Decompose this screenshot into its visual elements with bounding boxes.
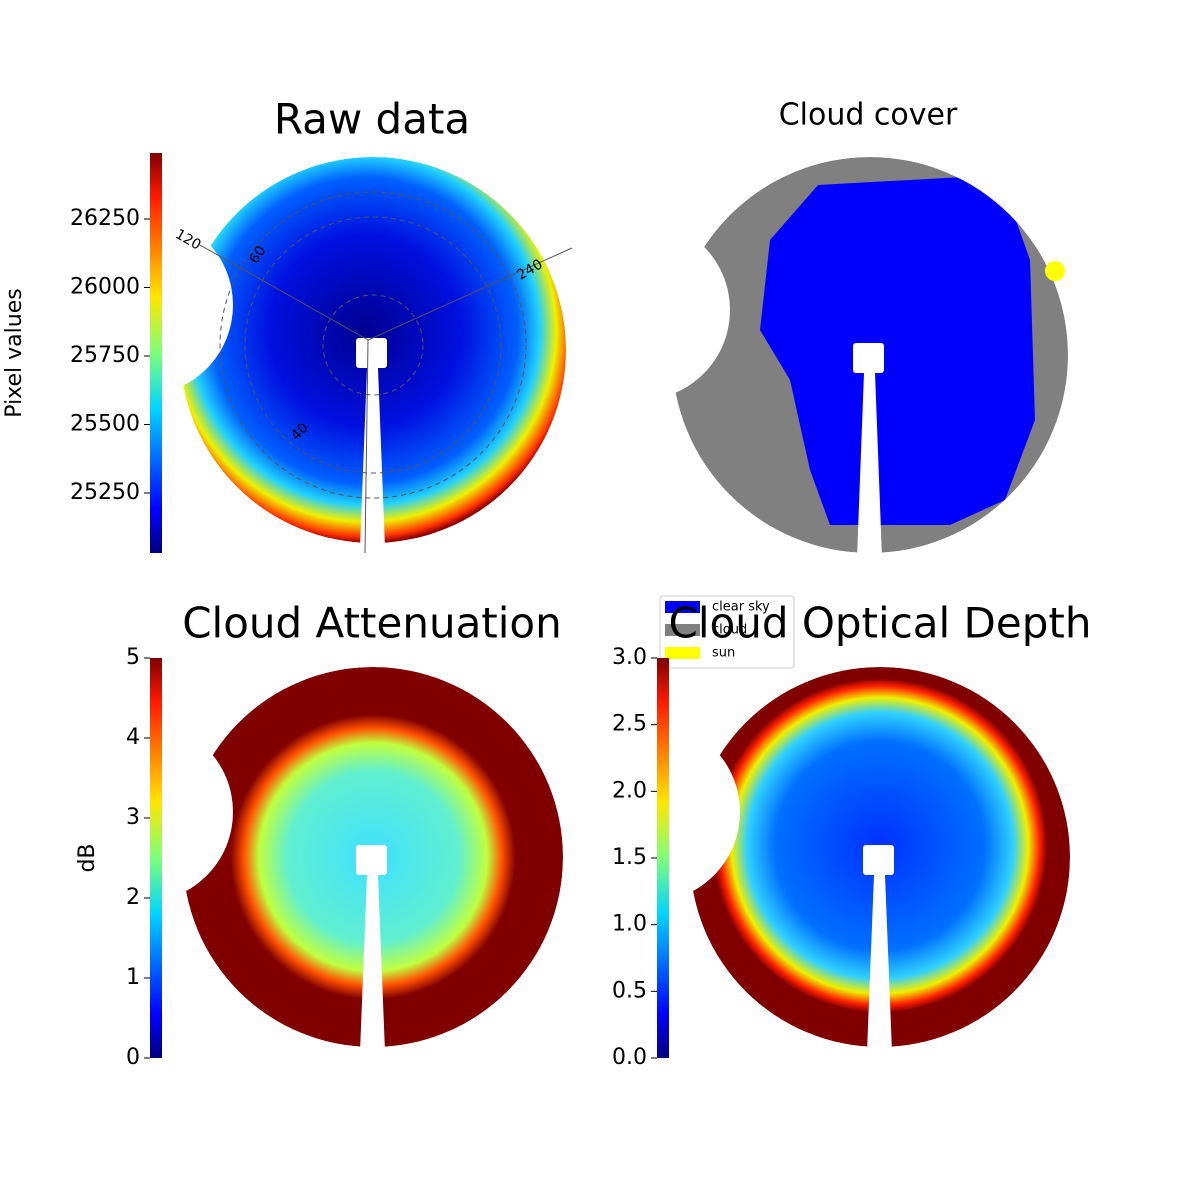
legend-swatch (665, 647, 700, 659)
sky-image (690, 667, 1070, 1052)
colorbar-label: dB (75, 843, 100, 872)
panel-title: Raw data (274, 95, 470, 144)
colorbar (657, 658, 669, 1058)
panel-title: Cloud Attenuation (182, 599, 562, 648)
colorbar-tick-label: 3.0 (612, 645, 647, 670)
polar-grid (199, 191, 573, 554)
colorbar-tick-label: 2.5 (612, 712, 647, 737)
panel-title: Cloud Optical Depth (669, 599, 1092, 648)
colorbar-tick-label: 4 (126, 725, 140, 750)
colorbar-tick-label: 25500 (70, 412, 140, 437)
legend-swatch (665, 624, 700, 636)
colorbar-tick-label: 2 (126, 885, 140, 910)
colorbar-tick-label: 26000 (70, 275, 140, 300)
colorbar-tick-label: 5 (126, 645, 140, 670)
polar-spoke (199, 244, 369, 341)
polar-ring (244, 216, 502, 474)
colorbar-tick-label: 0.5 (612, 978, 647, 1003)
sun-marker (1045, 261, 1065, 281)
pole (360, 875, 385, 1052)
polar-annotation: 120 (172, 226, 203, 253)
pole (360, 368, 385, 548)
legend-label: sun (712, 646, 735, 661)
colorbar (150, 658, 162, 1058)
pole (867, 875, 892, 1052)
pole-top (863, 845, 894, 875)
colorbar-tick-label: 1.5 (612, 845, 647, 870)
polar-spoke (364, 339, 369, 554)
colorbar-label: Pixel values (2, 288, 27, 417)
pole-top (356, 845, 387, 875)
colorbar-tick-label: 25250 (70, 480, 140, 505)
sky-image (183, 667, 563, 1052)
panel-title: Cloud cover (779, 98, 958, 133)
pole-top (356, 338, 387, 368)
colorbar-tick-label: 25750 (70, 343, 140, 368)
sky-image (672, 157, 1068, 558)
legend: clear sky cloud sun (659, 595, 795, 669)
colorbar-tick-label: 3 (126, 805, 140, 830)
pole-top (853, 343, 884, 373)
polar-ring (322, 294, 424, 396)
colorbar-tick-label: 0.0 (612, 1045, 647, 1070)
colorbar-tick-label: 0 (126, 1045, 140, 1070)
polar-ring (219, 191, 527, 499)
clear-sky-region (760, 175, 1035, 525)
colorbar-tick-label: 2.0 (612, 778, 647, 803)
polar-spoke (367, 247, 573, 341)
colorbar-tick-label: 26250 (70, 206, 140, 231)
colorbar (150, 153, 162, 553)
colorbar-tick-label: 1 (126, 965, 140, 990)
colorbar-tick-label: 1.0 (612, 912, 647, 937)
pole (857, 373, 882, 558)
sky-image (180, 157, 566, 548)
legend-label: clear sky (712, 600, 770, 615)
legend-swatch (665, 601, 700, 613)
legend-label: cloud (712, 623, 747, 638)
